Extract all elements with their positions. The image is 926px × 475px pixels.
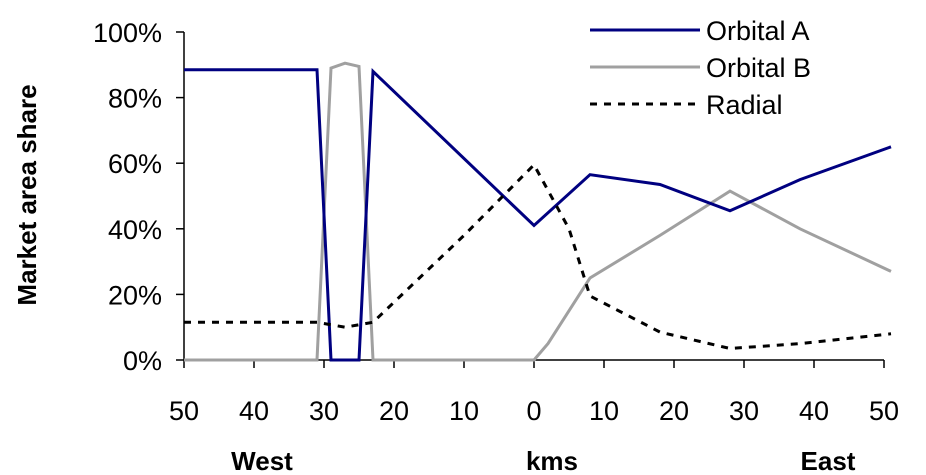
series-line-orbital-b xyxy=(184,61,892,362)
x-axis-title-west: West xyxy=(231,446,293,475)
x-axis-title-kms: kms xyxy=(526,446,578,475)
x-tick-label: 30 xyxy=(729,396,759,426)
x-tick-label: 0 xyxy=(526,396,541,426)
x-tick-label: 40 xyxy=(799,396,829,426)
x-ticks: 50 40 30 20 10 0 10 20 30 40 50 xyxy=(169,360,899,426)
x-tick-label: 40 xyxy=(239,396,269,426)
legend-label-orbital-a: Orbital A xyxy=(706,16,810,46)
y-tick-label: 100% xyxy=(93,18,162,48)
x-tick-label: 50 xyxy=(869,396,899,426)
y-axis-title: Market area share xyxy=(12,84,42,305)
y-tick-label: 20% xyxy=(108,280,162,310)
y-tick-label: 60% xyxy=(108,149,162,179)
legend: Orbital A Orbital B Radial xyxy=(590,16,811,120)
y-ticks: 0% 20% 40% 60% 80% 100% xyxy=(93,18,184,376)
series-group xyxy=(184,61,892,362)
x-tick-label: 10 xyxy=(449,396,479,426)
x-tick-label: 20 xyxy=(659,396,689,426)
x-tick-label: 30 xyxy=(309,396,339,426)
legend-label-radial: Radial xyxy=(706,90,783,120)
x-axis-title-east: East xyxy=(801,446,856,475)
legend-label-orbital-b: Orbital B xyxy=(706,53,811,83)
x-tick-label: 20 xyxy=(379,396,409,426)
y-tick-label: 40% xyxy=(108,215,162,245)
series-line-orbital-a xyxy=(184,68,892,362)
y-tick-label: 0% xyxy=(123,346,162,376)
x-tick-label: 50 xyxy=(169,396,199,426)
series-line-radial xyxy=(184,162,892,351)
x-tick-label: 10 xyxy=(589,396,619,426)
y-tick-label: 80% xyxy=(108,84,162,114)
